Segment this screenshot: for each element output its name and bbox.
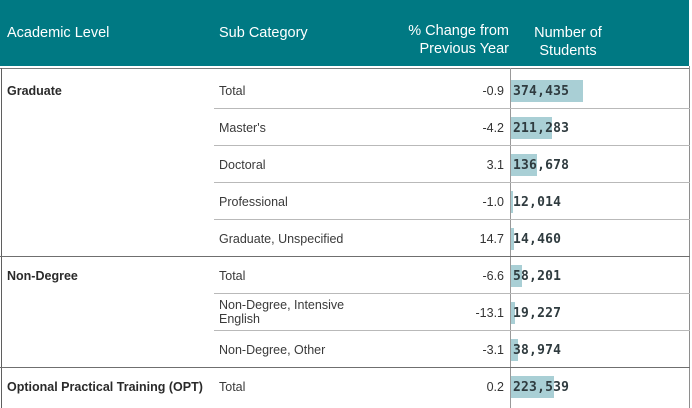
academic-level-cell: Graduate (7, 84, 62, 98)
percent-change-cell: -0.9 (482, 84, 504, 98)
student-count-bar (511, 302, 515, 324)
student-count-label: 136,678 (513, 158, 570, 173)
percent-change-cell: -4.2 (482, 121, 504, 135)
header-sub-category[interactable]: Sub Category (219, 25, 308, 41)
student-count-label: 14,460 (513, 232, 562, 247)
student-count-bar (511, 228, 514, 250)
sub-category-cell: Non-Degree, Intensive English (219, 298, 345, 326)
group-divider (0, 256, 690, 257)
student-count-label: 19,227 (513, 306, 562, 321)
table-row: Master's -4.2 211,283 (0, 109, 690, 146)
header-number-of-students[interactable]: Number of Students (518, 24, 618, 60)
sub-category-cell: Total (219, 380, 246, 394)
header-number-of-students-line2: Students (539, 43, 597, 59)
table-right-border (689, 66, 690, 408)
table-row: Graduate Total -0.9 374,435 (0, 72, 690, 109)
percent-change-cell: 14.7 (479, 232, 504, 246)
row-divider (214, 108, 690, 109)
row-divider (214, 330, 690, 331)
student-count-label: 58,201 (513, 269, 562, 284)
student-count-label: 12,014 (513, 195, 562, 210)
sub-category-cell: Non-Degree, Other (219, 343, 326, 357)
row-divider (214, 293, 690, 294)
table-row: Graduate, Unspecified 14.7 14,460 (0, 220, 690, 257)
row-divider (214, 145, 690, 146)
table-row: Non-Degree, Other -3.1 38,974 (0, 331, 690, 368)
table-row: Optional Practical Training (OPT) Total 0.… (0, 368, 690, 405)
student-count-label: 223,539 (513, 380, 570, 395)
academic-level-cell: Non-Degree (7, 269, 78, 283)
table-left-border (1, 68, 2, 408)
student-count-bar (511, 339, 518, 361)
student-count-bar (511, 80, 583, 102)
academic-level-cell: Optional Practical Training (OPT) (7, 380, 203, 394)
sub-category-cell: Doctoral (219, 158, 266, 172)
header-percent-change-line1: % Change from (408, 23, 509, 39)
sub-category-cell: Total (219, 269, 246, 283)
table-row: Non-Degree Total -6.6 58,201 (0, 257, 690, 294)
percent-change-cell: -1.0 (482, 195, 504, 209)
percent-change-cell: 3.1 (486, 158, 504, 172)
percent-change-cell: -3.1 (482, 343, 504, 357)
table-row: Doctoral 3.1 136,678 (0, 146, 690, 183)
student-count-bar (511, 191, 513, 213)
table-row: Professional -1.0 12,014 (0, 183, 690, 220)
student-count-bar (511, 154, 537, 176)
row-divider (214, 182, 690, 183)
sub-category-cell: Master's (219, 121, 266, 135)
header-percent-change-line2: Previous Year (419, 41, 509, 57)
percent-change-cell: 0.2 (486, 380, 504, 394)
header-percent-change[interactable]: % Change from Previous Year (395, 22, 509, 58)
group-divider (0, 367, 690, 368)
sub-category-cell: Professional (219, 195, 288, 209)
student-count-label: 374,435 (513, 84, 570, 99)
table-header: Academic Level Sub Category % Change fro… (0, 0, 689, 66)
student-count-label: 38,974 (513, 343, 562, 358)
row-divider (214, 219, 690, 220)
sub-category-cell: Graduate, Unspecified (219, 232, 344, 246)
count-column-divider (510, 68, 511, 408)
sub-category-cell: Total (219, 84, 246, 98)
student-count-bar (511, 117, 552, 139)
header-divider (0, 68, 690, 69)
header-academic-level[interactable]: Academic Level (7, 25, 110, 41)
student-count-bar (511, 265, 522, 287)
percent-change-cell: -13.1 (475, 306, 505, 320)
percent-change-cell: -6.6 (482, 269, 504, 283)
student-count-label: 211,283 (513, 121, 570, 136)
table-row: Non-Degree, Intensive English -13.1 19,227 (0, 294, 690, 331)
header-number-of-students-line1: Number of (534, 25, 602, 41)
student-count-bar (511, 376, 554, 398)
